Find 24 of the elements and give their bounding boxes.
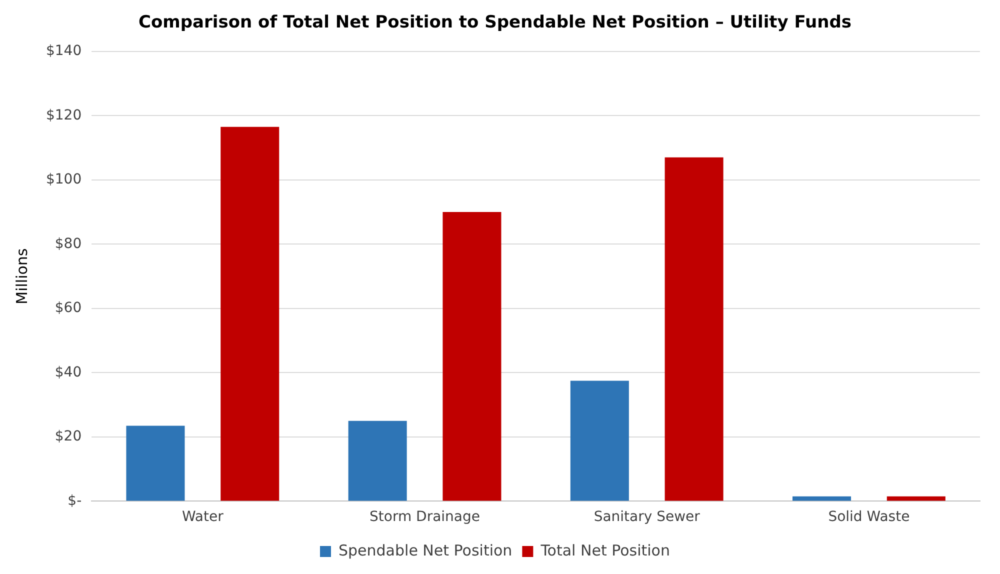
y-tick-label: $- bbox=[68, 492, 82, 509]
bar bbox=[442, 212, 502, 501]
bar bbox=[792, 496, 852, 501]
y-tick-label: $60 bbox=[54, 300, 82, 316]
bar bbox=[220, 126, 280, 501]
chart-title: Comparison of Total Net Position to Spendable Net Position – Utility Funds bbox=[138, 12, 852, 33]
bar bbox=[570, 380, 629, 501]
x-tick-label: Solid Waste bbox=[828, 509, 910, 526]
x-tick-label: Storm Drainage bbox=[370, 509, 480, 526]
bar bbox=[348, 420, 407, 501]
bar bbox=[126, 426, 185, 501]
y-tick-label: $20 bbox=[54, 428, 82, 445]
y-tick-label: $40 bbox=[54, 364, 82, 380]
y-tick-label: $140 bbox=[46, 43, 82, 60]
y-axis-title: Millions bbox=[12, 248, 31, 304]
legend-label: Spendable Net Position bbox=[338, 541, 512, 560]
x-tick-label: Water bbox=[182, 509, 224, 526]
legend-label: Total Net Position bbox=[540, 541, 670, 560]
y-tick-label: $80 bbox=[54, 236, 82, 252]
bar bbox=[664, 157, 724, 501]
bar bbox=[886, 496, 946, 501]
y-tick-label: $100 bbox=[46, 172, 82, 188]
y-tick-label: $120 bbox=[46, 107, 82, 124]
x-tick-label: Sanitary Sewer bbox=[594, 509, 700, 526]
